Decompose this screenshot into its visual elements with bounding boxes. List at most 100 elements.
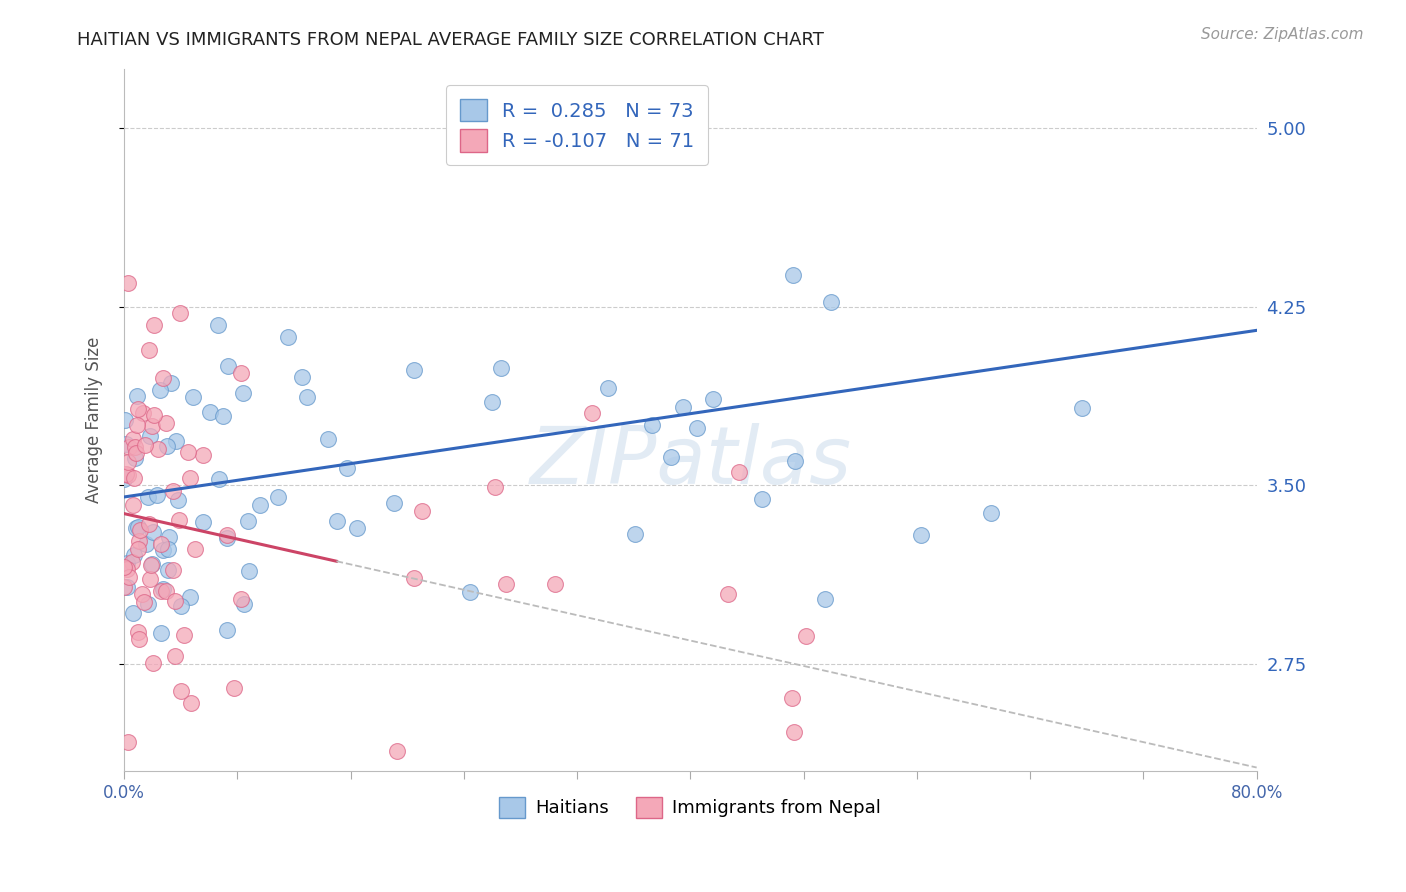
Point [623, 527, 645, 541]
Point [117, 735, 139, 749]
Point [114, 413, 136, 427]
Point [142, 524, 165, 539]
Point [160, 376, 183, 390]
Point [150, 626, 173, 640]
Point [727, 465, 749, 479]
Point [208, 472, 231, 486]
Point [149, 383, 172, 397]
Point [127, 402, 149, 417]
Point [117, 454, 139, 468]
Point [122, 471, 145, 485]
Point [222, 681, 245, 696]
Point [751, 491, 773, 506]
Point [152, 542, 174, 557]
Point [127, 541, 149, 556]
Point [155, 416, 177, 430]
Point [124, 785, 146, 799]
Point [162, 484, 184, 499]
Point [150, 537, 173, 551]
Point [686, 421, 709, 435]
Point [481, 394, 503, 409]
Point [134, 438, 156, 452]
Point [127, 625, 149, 640]
Point [142, 656, 165, 670]
Point [785, 453, 807, 467]
Point [155, 584, 177, 599]
Point [152, 582, 174, 596]
Point [136, 598, 159, 612]
Point [211, 409, 233, 423]
Point [125, 521, 148, 535]
Point [641, 417, 664, 432]
Point [659, 450, 682, 464]
Point [149, 583, 172, 598]
Point [138, 343, 160, 358]
Point [229, 366, 252, 380]
Point [794, 629, 817, 643]
Point [267, 490, 290, 504]
Point [117, 570, 139, 584]
Point [124, 450, 146, 465]
Point [138, 517, 160, 532]
Point [135, 536, 157, 550]
Point [672, 400, 695, 414]
Point [141, 419, 163, 434]
Point [384, 496, 406, 510]
Point [138, 490, 160, 504]
Point [127, 418, 149, 433]
Point [336, 461, 359, 475]
Point [402, 571, 425, 585]
Point [179, 590, 201, 604]
Point [215, 624, 238, 638]
Point [127, 520, 149, 534]
Point [180, 696, 202, 710]
Point [291, 369, 314, 384]
Y-axis label: Average Family Size: Average Family Size [86, 336, 103, 503]
Point [238, 564, 260, 578]
Point [980, 506, 1002, 520]
Point [146, 442, 169, 456]
Point [169, 306, 191, 320]
Text: HAITIAN VS IMMIGRANTS FROM NEPAL AVERAGE FAMILY SIZE CORRELATION CHART: HAITIAN VS IMMIGRANTS FROM NEPAL AVERAGE… [77, 31, 824, 49]
Point [170, 599, 193, 614]
Point [177, 444, 200, 458]
Point [115, 467, 138, 481]
Point [124, 440, 146, 454]
Point [183, 390, 205, 404]
Point [191, 515, 214, 529]
Point [217, 359, 239, 373]
Point [117, 467, 139, 482]
Point [128, 632, 150, 646]
Point [128, 523, 150, 537]
Text: ZIPatlas: ZIPatlas [529, 423, 852, 500]
Point [780, 690, 803, 705]
Point [118, 440, 141, 454]
Point [157, 530, 180, 544]
Point [179, 471, 201, 485]
Point [702, 392, 724, 407]
Point [152, 371, 174, 385]
Point [783, 725, 806, 739]
Point [132, 406, 155, 420]
Point [297, 390, 319, 404]
Legend: Haitians, Immigrants from Nepal: Haitians, Immigrants from Nepal [492, 789, 889, 825]
Point [117, 276, 139, 290]
Point [596, 381, 619, 395]
Point [139, 572, 162, 586]
Point [115, 581, 138, 595]
Point [581, 406, 603, 420]
Point [121, 499, 143, 513]
Text: Source: ZipAtlas.com: Source: ZipAtlas.com [1201, 27, 1364, 42]
Point [121, 432, 143, 446]
Point [112, 472, 135, 486]
Point [325, 514, 347, 528]
Point [229, 592, 252, 607]
Point [157, 563, 180, 577]
Point [184, 541, 207, 556]
Point [346, 521, 368, 535]
Point [142, 318, 165, 333]
Point [124, 446, 146, 460]
Point [143, 408, 166, 422]
Point [277, 330, 299, 344]
Point [146, 488, 169, 502]
